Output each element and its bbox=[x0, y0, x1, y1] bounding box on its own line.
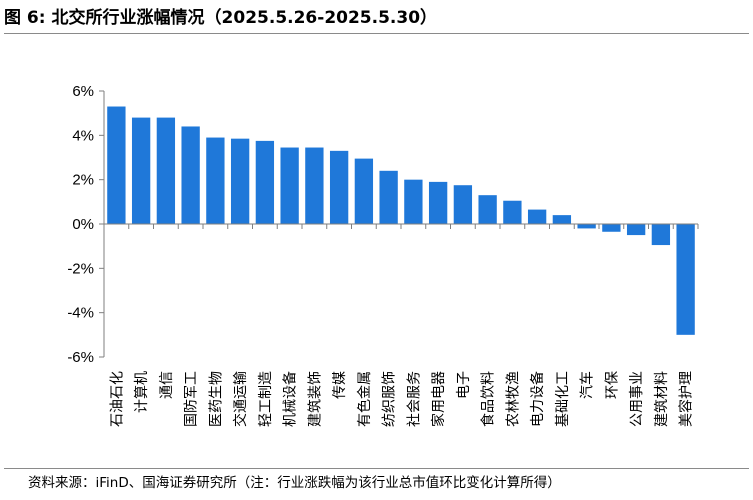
category-label: 家用电器 bbox=[430, 371, 447, 427]
bar bbox=[379, 170, 398, 224]
bar bbox=[255, 140, 275, 225]
category-label: 农林牧渔 bbox=[505, 371, 521, 427]
bar bbox=[676, 224, 695, 335]
bar bbox=[428, 181, 448, 224]
category-label: 电子 bbox=[456, 371, 472, 399]
category-label: 食品饮料 bbox=[480, 371, 497, 427]
bar bbox=[181, 126, 200, 224]
category-label: 纺织服饰 bbox=[382, 371, 398, 427]
figure-title: 北交所行业涨幅情况（2025.5.26-2025.5.30） bbox=[51, 8, 438, 28]
figure-caption-label: 图 6: bbox=[4, 8, 46, 28]
category-label: 轻工制造 bbox=[258, 371, 274, 427]
category-label: 电力设备 bbox=[529, 371, 546, 427]
bar-chart: -6% -4% -2% 0% 2% 4% 6% 石油石化 计算机 通信 国防军工 医药生物 交通运输 轻工… bbox=[67, 83, 699, 427]
bar bbox=[453, 185, 473, 224]
category-label: 建筑装饰 bbox=[307, 371, 323, 427]
bar bbox=[552, 215, 572, 224]
category-label: 医药生物 bbox=[208, 371, 224, 427]
bar bbox=[478, 195, 497, 224]
category-label: 通信 bbox=[159, 371, 175, 399]
category-label: 环保 bbox=[604, 371, 620, 399]
figure-title-bar: 图 6: 北交所行业涨幅情况（2025.5.26-2025.5.30） bbox=[4, 4, 749, 34]
y-tick-label: 0% bbox=[72, 216, 94, 233]
y-tick-label: -6% bbox=[67, 349, 94, 366]
bar bbox=[329, 150, 349, 224]
y-tick-label: 4% bbox=[72, 127, 94, 144]
bar bbox=[156, 117, 176, 224]
category-label: 美容护理 bbox=[678, 371, 695, 427]
bar bbox=[527, 209, 547, 224]
category-label: 有色金属 bbox=[356, 371, 373, 427]
category-label: 石油石化 bbox=[109, 371, 125, 427]
chart-area: -6% -4% -2% 0% 2% 4% 6% 石油石化 计算机 通信 国防军工 医药生物 交通运输 轻工… bbox=[0, 34, 753, 468]
bar bbox=[626, 224, 646, 236]
bar bbox=[404, 179, 423, 224]
bar bbox=[503, 200, 522, 224]
category-label: 汽车 bbox=[579, 371, 596, 399]
category-label: 传媒 bbox=[332, 371, 348, 399]
bar bbox=[305, 147, 324, 224]
category-label: 交通运输 bbox=[232, 371, 249, 427]
y-tick-label: -4% bbox=[67, 305, 94, 322]
bar bbox=[280, 147, 299, 224]
category-label: 国防军工 bbox=[184, 371, 200, 427]
bar bbox=[230, 138, 250, 224]
category-label: 建筑材料 bbox=[654, 371, 670, 427]
y-tick-label: 6% bbox=[72, 83, 94, 100]
bar bbox=[354, 158, 374, 224]
y-tick-label: -2% bbox=[67, 260, 94, 277]
category-label: 社会服务 bbox=[406, 371, 422, 427]
category-label: 公用事业 bbox=[629, 371, 645, 427]
y-tick-label: 2% bbox=[72, 172, 94, 189]
category-label: 机械设备 bbox=[282, 371, 299, 427]
bar bbox=[602, 224, 621, 232]
category-label: 基础化工 bbox=[554, 371, 571, 427]
bar bbox=[651, 224, 671, 246]
bar bbox=[107, 106, 126, 224]
category-label: 计算机 bbox=[134, 371, 150, 413]
bar bbox=[577, 224, 596, 229]
source-note: 资料来源：iFinD、国海证券研究所（注：行业涨跌幅为该行业总市值环比变化计算所… bbox=[4, 468, 749, 498]
bar bbox=[131, 117, 151, 224]
bar bbox=[206, 137, 225, 224]
